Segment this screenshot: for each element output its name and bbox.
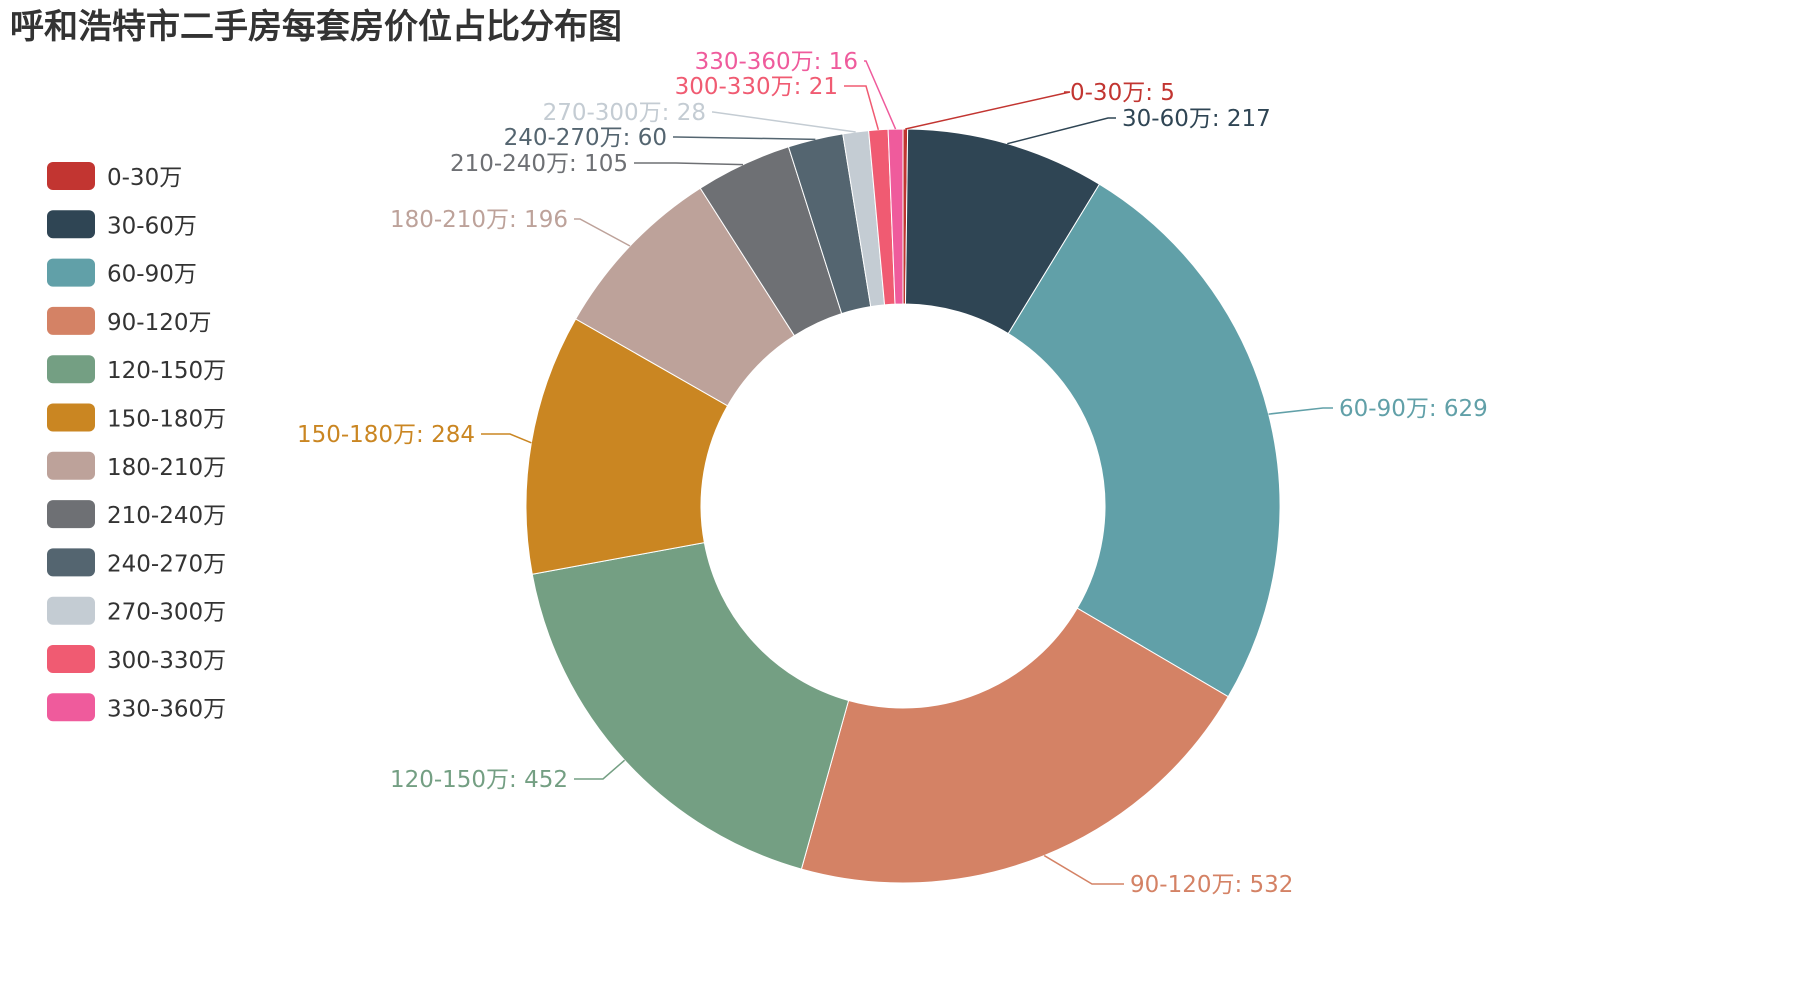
callout-line-270-300wan bbox=[712, 111, 856, 133]
chart-title: 呼和浩特市二手房每套房价位占比分布图 bbox=[10, 7, 622, 47]
data-label-60-90wan: 60-90万: 629 bbox=[1339, 396, 1488, 422]
callout-line-300-330wan bbox=[844, 85, 880, 131]
legend-swatch bbox=[47, 548, 95, 577]
legend-swatch bbox=[47, 355, 95, 384]
legend-item-330-360wan[interactable]: 330-360万 bbox=[47, 693, 226, 722]
legend-swatch bbox=[47, 451, 95, 480]
legend-label: 240-270万 bbox=[107, 551, 226, 577]
slice-330-360wan[interactable] bbox=[887, 128, 904, 305]
data-label-120-150wan: 120-150万: 452 bbox=[390, 767, 568, 793]
legend-item-30-60wan[interactable]: 30-60万 bbox=[47, 210, 197, 239]
callout-line-150-180wan bbox=[481, 433, 532, 444]
callout-line-180-210wan bbox=[574, 218, 631, 247]
data-label-240-270wan: 240-270万: 60 bbox=[504, 125, 667, 151]
data-label-150-180wan: 150-180万: 284 bbox=[297, 422, 475, 448]
slice-90-120wan[interactable] bbox=[800, 607, 1229, 884]
legend-label: 330-360万 bbox=[107, 696, 226, 722]
legend-item-270-300wan[interactable]: 270-300万 bbox=[47, 596, 226, 626]
legend-item-120-150wan[interactable]: 120-150万 bbox=[47, 355, 226, 384]
legend: 0-30万 30-60万 60-90万 90-120万 120-150万 150-180万… bbox=[47, 162, 226, 722]
callout-line-330-360wan bbox=[864, 60, 897, 130]
data-label-90-120wan: 90-120万: 532 bbox=[1130, 872, 1293, 898]
legend-item-150-180wan[interactable]: 150-180万 bbox=[47, 403, 226, 433]
legend-label: 300-330万 bbox=[107, 648, 226, 674]
slice-150-180wan[interactable] bbox=[525, 318, 729, 575]
slice-60-90wan[interactable] bbox=[1007, 183, 1281, 698]
legend-swatch bbox=[47, 306, 95, 335]
legend-swatch bbox=[47, 210, 95, 239]
legend-swatch bbox=[47, 645, 95, 673]
data-label-330-360wan: 330-360万: 16 bbox=[695, 49, 858, 75]
slice-120-150wan[interactable] bbox=[531, 541, 850, 870]
legend-label: 0-30万 bbox=[107, 165, 182, 191]
legend-swatch bbox=[47, 596, 95, 625]
data-label-300-330wan: 300-330万: 21 bbox=[675, 74, 838, 100]
legend-swatch bbox=[47, 693, 95, 722]
callout-line-60-90wan bbox=[1268, 407, 1333, 415]
legend-item-180-210wan[interactable]: 180-210万 bbox=[47, 451, 226, 481]
callout-line-0-30wan bbox=[905, 91, 1071, 130]
data-label-30-60wan: 30-60万: 217 bbox=[1122, 106, 1271, 132]
legend-swatch bbox=[47, 403, 95, 432]
legend-swatch bbox=[47, 500, 95, 529]
data-label-180-210wan: 180-210万: 196 bbox=[390, 207, 568, 233]
legend-swatch bbox=[47, 258, 95, 287]
legend-swatch bbox=[47, 162, 95, 190]
legend-item-240-270wan[interactable]: 240-270万 bbox=[47, 548, 226, 577]
callout-line-210-240wan bbox=[634, 162, 744, 166]
legend-label: 180-210万 bbox=[107, 455, 226, 481]
legend-label: 30-60万 bbox=[107, 213, 197, 239]
slice-callouts: 0-30万: 530-60万: 217 60-90万: 629 90-120万: 5… bbox=[297, 49, 1488, 898]
data-label-0-30wan: 0-30万: 5 bbox=[1070, 80, 1175, 106]
legend-item-300-330wan[interactable]: 300-330万 bbox=[47, 645, 226, 674]
legend-label: 270-300万 bbox=[107, 600, 226, 626]
callout-line-240-270wan bbox=[673, 136, 816, 141]
legend-item-90-120wan[interactable]: 90-120万 bbox=[47, 306, 211, 336]
callout-line-90-120wan bbox=[1043, 854, 1124, 885]
data-label-270-300wan: 270-300万: 28 bbox=[543, 100, 706, 126]
callout-line-120-150wan bbox=[574, 759, 626, 780]
legend-item-60-90wan[interactable]: 60-90万 bbox=[47, 258, 197, 288]
legend-item-0-30wan[interactable]: 0-30万 bbox=[47, 162, 182, 191]
legend-label: 150-180万 bbox=[107, 407, 226, 433]
legend-label: 60-90万 bbox=[107, 262, 197, 288]
donut-slices bbox=[525, 128, 1281, 884]
legend-item-210-240wan[interactable]: 210-240万 bbox=[47, 500, 226, 529]
callout-line-30-60wan bbox=[1007, 117, 1116, 145]
legend-label: 210-240万 bbox=[107, 503, 226, 529]
legend-label: 90-120万 bbox=[107, 310, 211, 336]
data-label-210-240wan: 210-240万: 105 bbox=[450, 151, 628, 177]
legend-label: 120-150万 bbox=[107, 358, 226, 384]
